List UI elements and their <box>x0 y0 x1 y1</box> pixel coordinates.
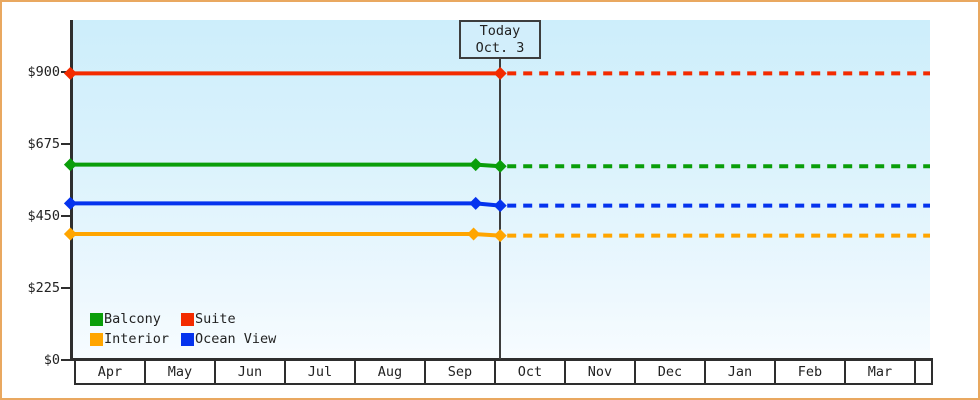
month-cell-may: May <box>146 361 216 383</box>
legend-label: Suite <box>195 311 236 327</box>
legend-label: Balcony <box>104 311 161 327</box>
month-cell-jan: Jan <box>706 361 776 383</box>
y-tick-mark <box>61 214 70 217</box>
month-cell-feb: Feb <box>776 361 846 383</box>
y-tick-label: $900 <box>27 63 60 80</box>
month-cell-dec: Dec <box>636 361 706 383</box>
legend-swatch-icon <box>181 312 194 326</box>
month-cell-sep: Sep <box>426 361 496 383</box>
y-tick-label: $675 <box>27 135 60 152</box>
y-tick-mark <box>61 70 70 73</box>
legend-swatch-icon <box>90 312 103 326</box>
y-tick-label: $225 <box>27 279 60 296</box>
today-date: Oct. 3 <box>475 40 525 56</box>
today-label: Today <box>479 23 521 39</box>
x-axis-bottom-border <box>74 383 933 385</box>
month-cell-jun: Jun <box>216 361 286 383</box>
today-line <box>499 57 501 359</box>
month-cell-oct: Oct <box>496 361 566 383</box>
legend-label: Ocean View <box>195 331 277 347</box>
legend-swatch-icon <box>181 332 194 346</box>
legend-label: Interior <box>104 331 170 347</box>
y-tick-label: $450 <box>27 207 60 224</box>
month-cell-apr: Apr <box>76 361 146 383</box>
legend-item-interior: Interior <box>90 331 181 347</box>
x-axis-line <box>70 358 933 361</box>
today-marker-box: Today Oct. 3 <box>459 20 541 59</box>
month-cell-aug: Aug <box>356 361 426 383</box>
month-cell-mar: Mar <box>846 361 916 383</box>
y-tick-mark <box>61 286 70 289</box>
plot-area <box>72 20 930 360</box>
month-cell-nov: Nov <box>566 361 636 383</box>
legend-item-suite: Suite <box>181 311 276 327</box>
legend-swatch-icon <box>90 332 103 346</box>
y-tick-mark <box>61 358 70 361</box>
legend-item-balcony: Balcony <box>90 311 181 327</box>
month-cell-empty <box>916 361 933 383</box>
legend: Balcony Suite Interior Ocean View <box>90 311 276 347</box>
legend-item-ocean-view: Ocean View <box>181 331 276 347</box>
y-tick-mark <box>61 142 70 145</box>
x-axis-month-row: Apr May Jun Jul Aug Sep Oct Nov Dec Jan Feb Mar <box>74 361 933 383</box>
y-axis-line <box>70 20 73 361</box>
month-cell-jul: Jul <box>286 361 356 383</box>
y-tick-label: $0 <box>43 351 60 368</box>
